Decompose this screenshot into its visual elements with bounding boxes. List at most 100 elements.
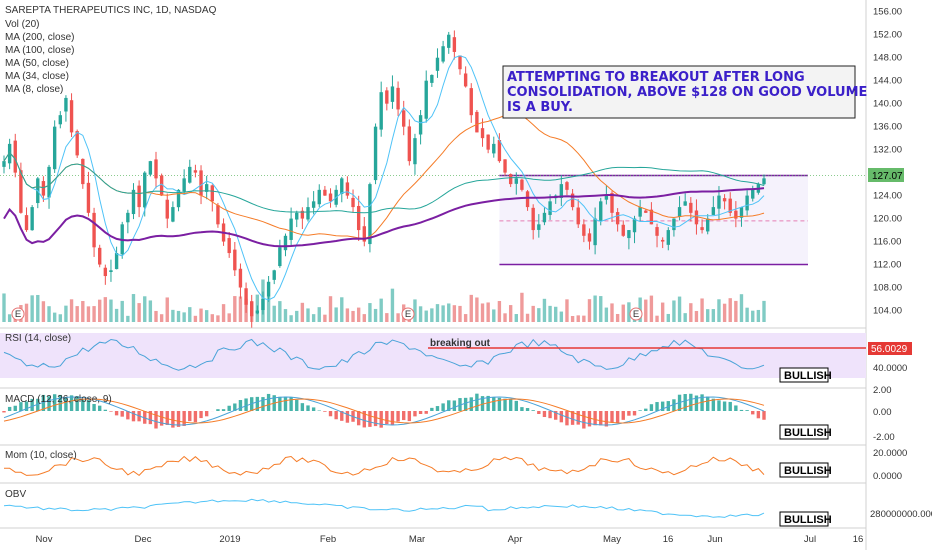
volume-bar [582,315,586,322]
macd-histogram-bar [627,411,631,416]
price-tick: 104.00 [873,306,902,317]
macd-histogram-bar [717,400,721,411]
macd-histogram-bar [261,397,265,411]
candle-body [98,247,102,265]
volume-bar [570,315,575,322]
candle-body [565,182,569,190]
candle-body [660,239,665,242]
candle-body [52,126,57,170]
time-tick: May [603,534,621,545]
macd-histogram-bar [621,411,625,420]
volume-bar [199,308,203,322]
volume-bar [143,296,147,322]
volume-bar [126,315,130,322]
macd-histogram-bar [283,396,288,411]
macd-histogram-bar [722,401,727,411]
candle-body [351,197,355,208]
volume-bar [188,307,192,322]
candle-body [103,267,108,277]
macd-histogram-bar [565,411,569,426]
candle-body [700,227,704,231]
volume-bar [694,310,699,322]
rsi-title: RSI (14, close) [5,333,71,344]
volume-bar [520,292,524,322]
macd-histogram-bar [311,407,316,411]
candle-body [520,179,524,190]
time-tick: Apr [508,534,523,545]
momentum-title: Mom (10, close) [5,450,77,461]
indicator-label-ma100: MA (100, close) [5,45,74,56]
macd-histogram-bar [599,411,603,426]
macd-histogram-bar [58,394,62,411]
candle-body [47,166,51,198]
rsi-tick-40: 40.0000 [873,363,907,374]
candle-body [711,207,716,215]
time-tick: 16 [853,534,864,545]
macd-histogram-bar [402,411,406,421]
volume-bar [722,303,727,322]
momentum-line [4,455,765,477]
volume-bar [503,313,507,322]
candle-body [666,230,670,245]
volume-bar [210,314,214,322]
macd-histogram-bar [689,393,693,411]
candle-body [717,195,721,209]
candle-body [537,224,541,230]
macd-histogram-bar [114,411,119,416]
macd-histogram-bar [368,411,372,427]
candle-body [615,212,620,225]
candle-body [311,201,316,208]
candle-body [204,184,209,192]
candle-body [706,218,710,232]
time-tick: Dec [135,534,152,545]
macd-histogram-bar [610,411,614,423]
volume-bar [672,300,676,322]
volume-bar [176,310,181,322]
volume-bar [660,302,665,322]
volume-bar [587,299,592,322]
candle-body [610,193,614,213]
candle-body [486,134,490,150]
macd-histogram-bar [660,401,665,411]
macd-title: MACD (12, 26, close, 9) [5,394,112,405]
volume-bar [345,308,350,322]
macd-histogram-bar [435,406,440,411]
volume-bar [706,309,710,322]
candle-body [497,140,502,162]
macd-histogram-bar [295,399,299,411]
macd-histogram-bar [582,411,586,429]
candle-body [328,193,333,202]
macd-pane [2,393,766,429]
candle-body [734,210,738,219]
macd-histogram-bar [7,406,12,411]
volume-bar [266,296,271,322]
mom-tick-0: 0.0000 [873,471,902,482]
time-tick: 16 [663,534,674,545]
volume-bar [328,296,333,322]
volume-bar [390,288,395,322]
candle-body [188,166,192,183]
rsi-pane [0,333,866,378]
candle-body [7,143,12,164]
macd-histogram-bar [514,400,518,411]
volume-bar [463,314,468,322]
volume-bar [81,301,85,322]
candle-body [447,34,451,48]
macd-histogram-bar [244,398,248,411]
volume-bar [452,305,457,322]
candle-body [362,226,366,242]
earnings-marker-label: E [15,309,21,320]
macd-histogram-bar [655,402,659,411]
volume-bar [435,304,440,322]
volume-bar [58,314,62,322]
volume-bar [514,314,518,322]
volume-bar [480,303,485,322]
candle-body [452,37,457,52]
macd-histogram-bar [413,411,417,417]
macd-histogram-bar [632,411,637,416]
candle-body [255,310,260,314]
volume-bar [542,298,547,322]
macd-histogram-bar [289,397,293,411]
macd-histogram-bar [615,411,620,423]
macd-histogram-bar [233,403,237,411]
